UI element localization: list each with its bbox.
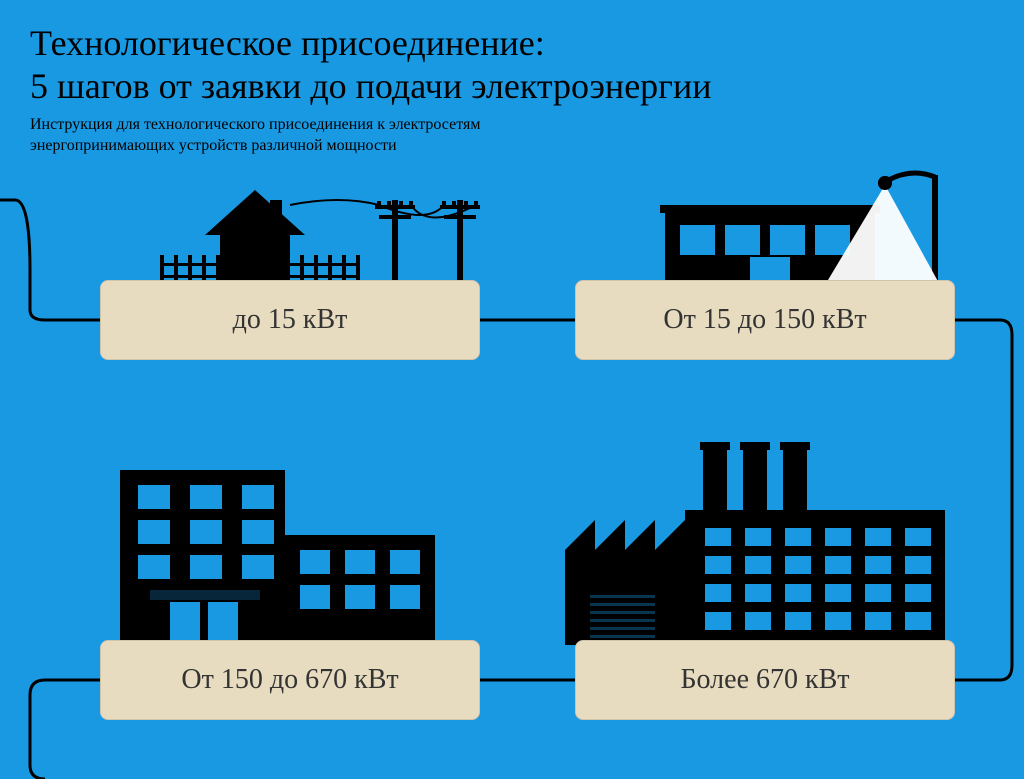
category-card-1: до 15 кВт: [100, 280, 480, 360]
factory-icon: [555, 440, 975, 645]
page-title: Технологическое присоединение: 5 шагов о…: [30, 22, 711, 108]
small-building-icon: [575, 165, 975, 285]
category-label-4: Более 670 кВт: [680, 664, 849, 696]
category-card-2: От 15 до 150 кВт: [575, 280, 955, 360]
category-label-2: От 15 до 150 кВт: [663, 304, 866, 336]
category-card-3: От 150 до 670 кВт: [100, 640, 480, 720]
page-subtitle: Инструкция для технологического присоеди…: [30, 115, 480, 157]
category-label-3: От 150 до 670 кВт: [181, 664, 398, 696]
title-line-2: 5 шагов от заявки до подачи электроэнерг…: [30, 66, 711, 106]
office-icon: [100, 450, 480, 645]
house-icon: [100, 175, 480, 285]
category-card-4: Более 670 кВт: [575, 640, 955, 720]
category-label-1: до 15 кВт: [233, 304, 348, 336]
infographic-canvas: Технологическое присоединение: 5 шагов о…: [0, 0, 1024, 779]
subtitle-line-2: энергопринимающих устройств различной мо…: [30, 137, 397, 154]
subtitle-line-1: Инструкция для технологического присоеди…: [30, 116, 480, 133]
title-line-1: Технологическое присоединение:: [30, 23, 545, 63]
